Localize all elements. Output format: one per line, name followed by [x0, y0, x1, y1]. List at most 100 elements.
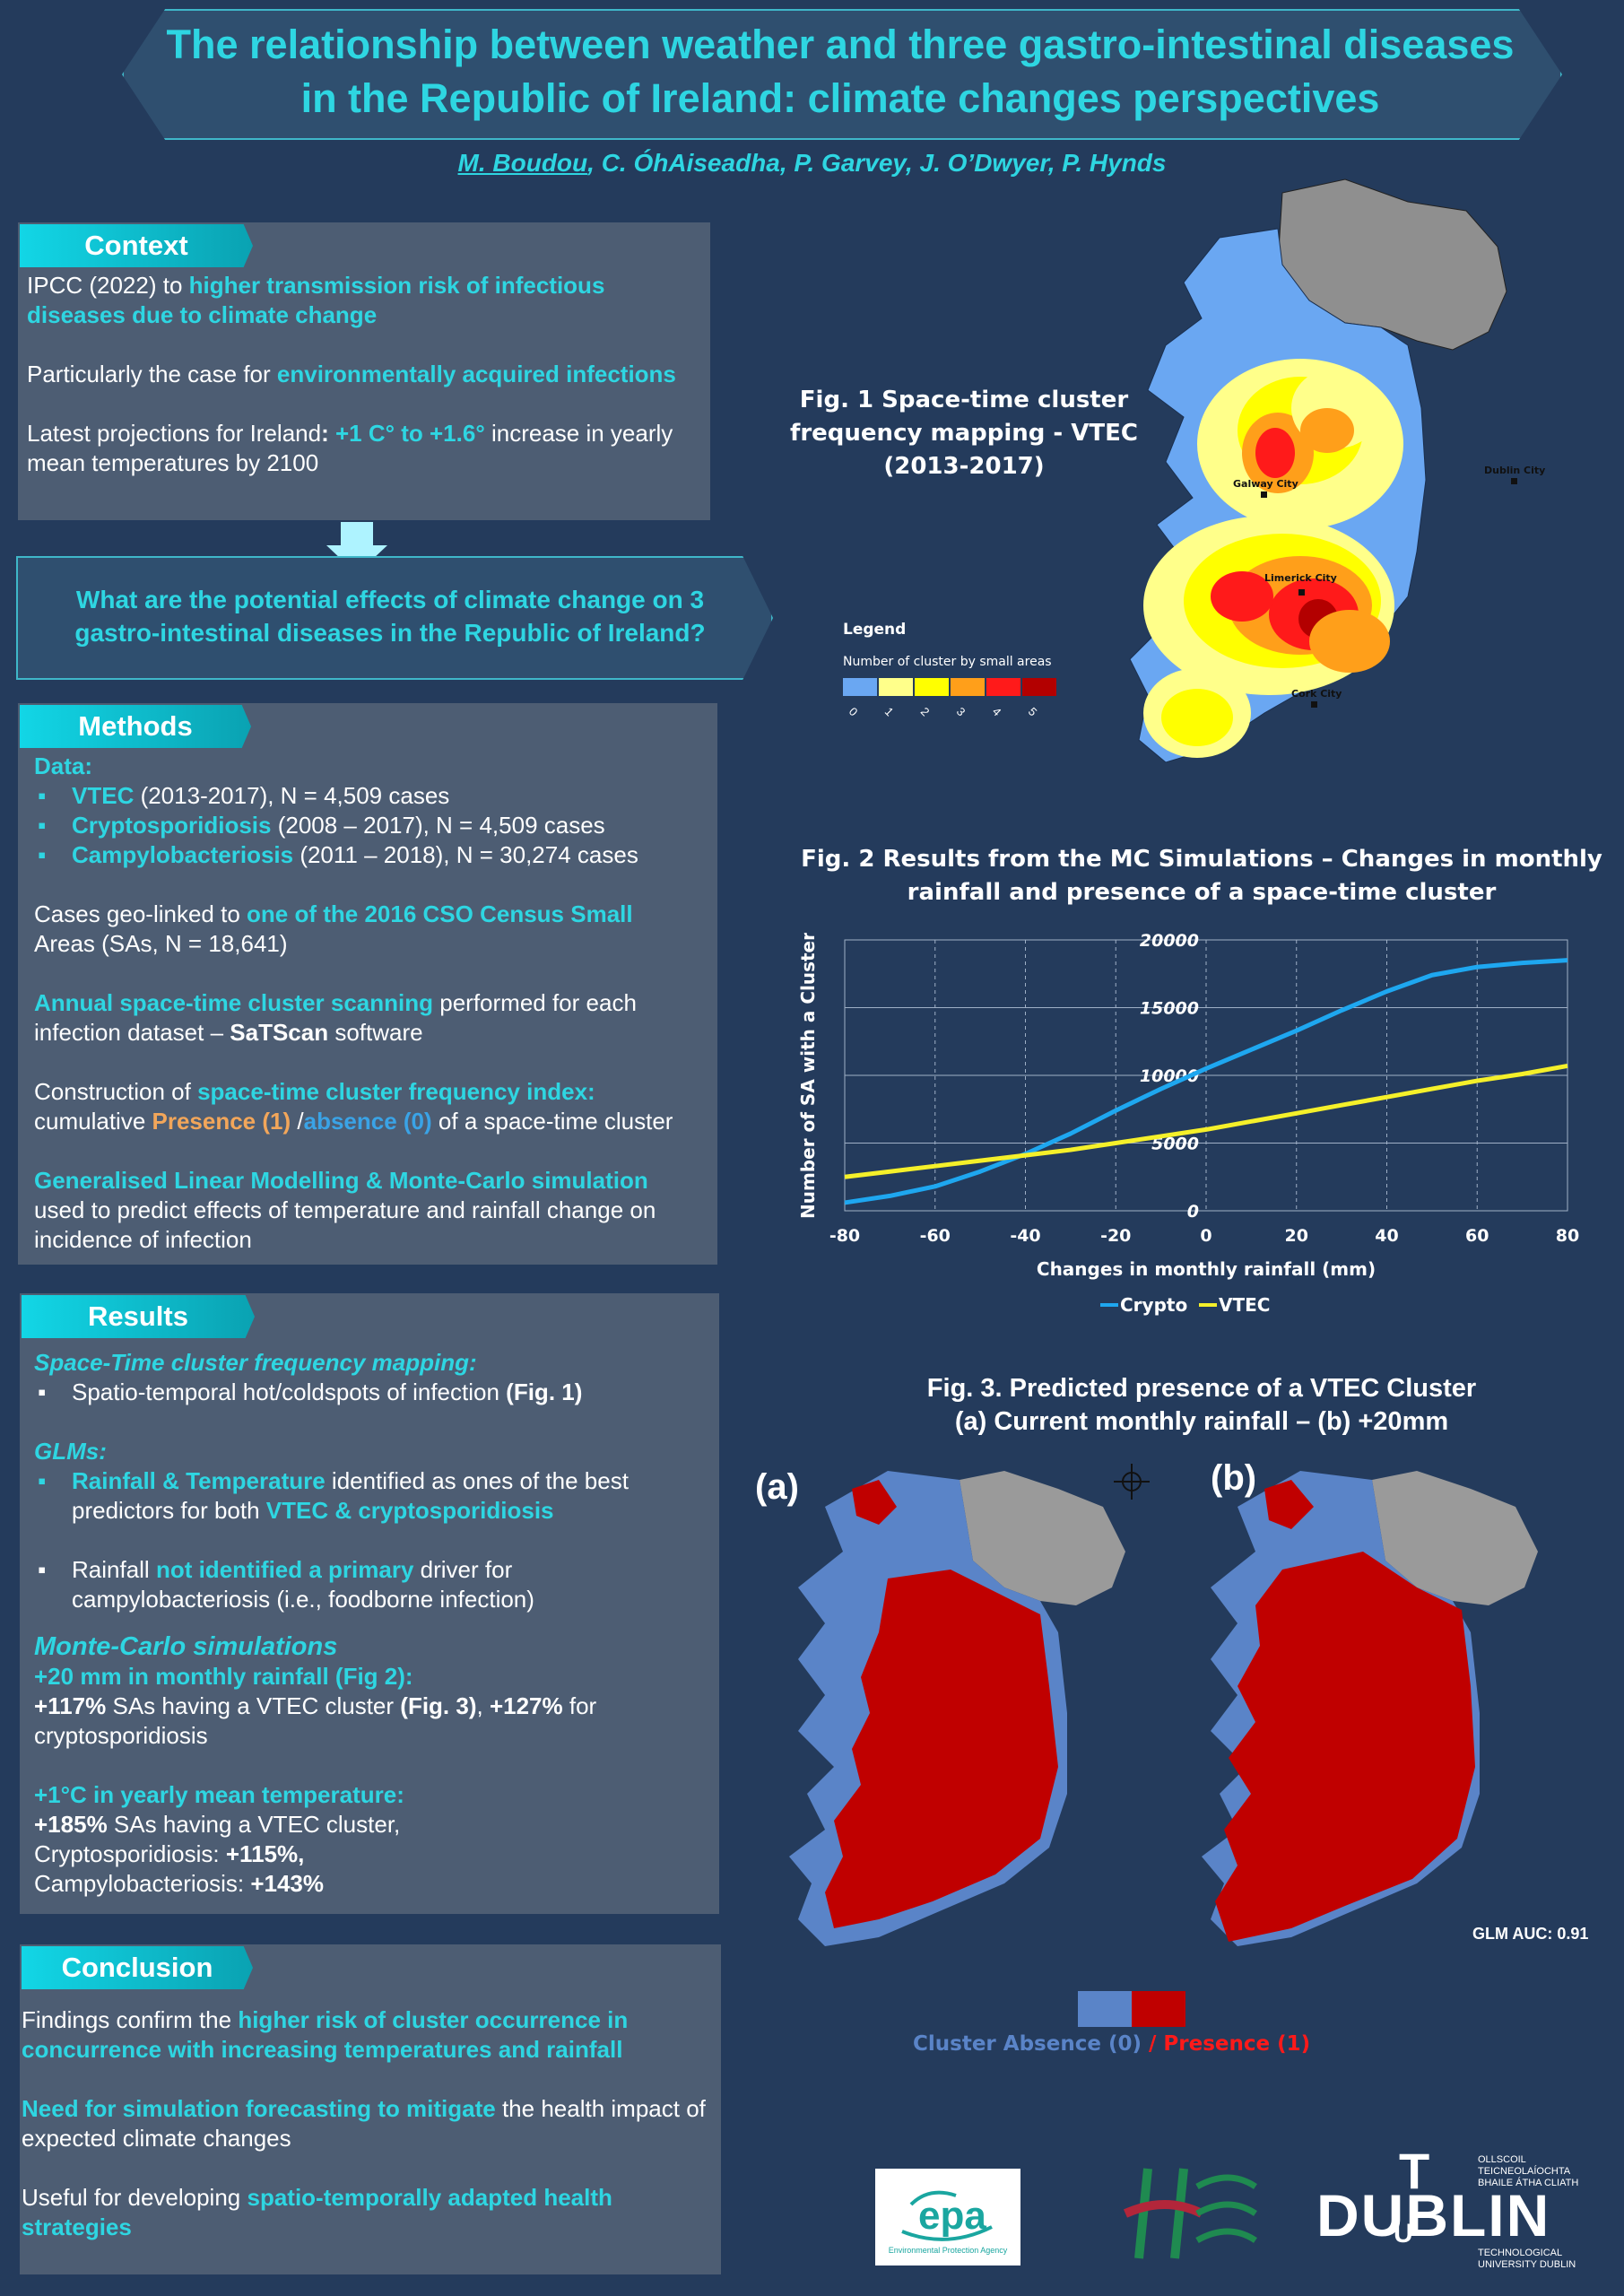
x-tick-label: -20 — [1100, 1226, 1131, 1246]
presence-swatch — [1132, 1991, 1185, 2027]
results-s2-title: GLMs: — [34, 1438, 107, 1465]
fig2-line-chart: 0 5000 10000 15000 20000 -80 -60 -40 -20 0 20 40 60 8… — [797, 933, 1579, 1316]
x-tick-label: 40 — [1375, 1226, 1398, 1246]
methods-para-3: Construction of space-time cluster frequ… — [34, 1078, 673, 1135]
y-tick-label: 5000 — [1151, 1135, 1199, 1154]
legend-value: 3 — [953, 704, 968, 719]
list-item: Rainfall & Temperature identified as one… — [34, 1466, 708, 1526]
context-para-1: IPCC (2022) to higher transmission risk … — [27, 272, 605, 328]
y-axis-label: Number of SA with a Cluster — [797, 933, 819, 1219]
results-s3-title: Monte-Carlo simulations — [34, 1632, 338, 1661]
x-tick-label: 20 — [1285, 1226, 1308, 1246]
tu-dublin-logo: OLLSCOIL TEICNEOLAÍOCHTA BHAILE ÁTHA CLIA… — [1316, 2143, 1579, 2270]
title-line-1: The relationship between weather and thr… — [166, 22, 1515, 67]
author-list: M. Boudou, C. ÓhAiseadha, P. Garvey, J. … — [0, 149, 1624, 178]
fig1-title: Fig. 1 Space-time cluster frequency mapp… — [790, 387, 1138, 480]
context-panel — [18, 222, 710, 520]
fig2-title: Fig. 2 Results from the MC Simulations –… — [801, 846, 1602, 906]
results-s4-line-1: +185% SAs having a VTEC cluster, — [34, 1811, 401, 1838]
poster-title: The relationship between weather and thr… — [135, 18, 1546, 126]
glm-auc-value: GLM AUC: 0.91 — [1472, 1925, 1589, 1943]
x-tick-label: 60 — [1465, 1226, 1489, 1246]
fig3-label-a: (a) — [755, 1467, 799, 1507]
list-item: Campylobacteriosis (2011 – 2018), N = 30… — [34, 840, 708, 870]
x-axis-label: Changes in monthly rainfall (mm) — [1037, 1258, 1376, 1280]
x-tick-label: -60 — [920, 1226, 951, 1246]
methods-para-4: Generalised Linear Modelling & Monte-Car… — [34, 1167, 656, 1253]
co-authors: , C. ÓhAiseadha, P. Garvey, J. O’Dwyer, … — [587, 149, 1167, 177]
legend-value: 0 — [846, 704, 861, 719]
conclusion-para-1: Findings confirm the higher risk of clus… — [22, 2006, 629, 2063]
y-tick-label: 0 — [1187, 1202, 1199, 1222]
context-text: IPCC (2022) to higher transmission risk … — [27, 271, 690, 478]
results-text: Space-Time cluster frequency mapping: Sp… — [34, 1348, 708, 1899]
list-item: Spatio-temporal hot/coldspots of infecti… — [34, 1378, 708, 1407]
question-banner — [16, 556, 773, 680]
legend-swatch — [843, 678, 877, 696]
list-item: VTEC (2013-2017), N = 4,509 cases — [34, 781, 708, 811]
methods-header: Methods — [20, 705, 251, 748]
x-tick-label: 80 — [1556, 1226, 1579, 1246]
y-tick-label: 20000 — [1140, 933, 1199, 951]
results-s4-subtitle: +1°C in yearly mean temperature: — [34, 1781, 404, 1808]
absence-swatch — [1078, 1991, 1132, 2027]
legend-swatch — [951, 678, 985, 696]
title-line-2: in the Republic of Ireland: climate chan… — [300, 75, 1380, 121]
context-para-2: Particularly the case for environmentall… — [27, 361, 676, 387]
legend-value: 1 — [881, 704, 897, 719]
methods-text: Data: VTEC (2013-2017), N = 4,509 cases … — [34, 752, 708, 1255]
conclusion-text: Findings confirm the higher risk of clus… — [22, 2005, 712, 2242]
epa-logo: epa Environmental Protection Agency — [875, 2169, 1020, 2266]
methods-para-1: Cases geo-linked to one of the 2016 CSO … — [34, 900, 633, 957]
methods-para-2: Annual space-time cluster scanning perfo… — [34, 989, 637, 1046]
legend-swatch — [915, 678, 949, 696]
compass-icon — [1114, 1464, 1150, 1500]
context-para-3: Latest projections for Ireland: +1 C° to… — [27, 420, 673, 476]
x-tick-label: -40 — [1010, 1226, 1040, 1246]
conclusion-para-2: Need for simulation forecasting to mitig… — [22, 2095, 706, 2152]
legend-swatch — [879, 678, 913, 696]
results-s4-line-3: Campylobacteriosis: +143% — [34, 1870, 324, 1897]
legend-value: 2 — [917, 704, 933, 719]
city-label-dublin: Dublin City — [1484, 465, 1545, 476]
results-s1-title: Space-Time cluster frequency mapping: — [34, 1349, 477, 1376]
epa-logo-mark — [901, 2190, 993, 2241]
fig3-map-current — [789, 1471, 1125, 1946]
city-label-limerick: Limerick City — [1264, 572, 1337, 584]
legend-value: 4 — [989, 704, 1004, 719]
series-line-crypto — [844, 958, 1568, 1205]
conclusion-header: Conclusion — [22, 1946, 253, 1989]
results-s3-line: +117% SAs having a VTEC cluster (Fig. 3)… — [34, 1692, 597, 1749]
results-s3-subtitle: +20 mm in monthly rainfall (Fig 2): — [34, 1663, 413, 1690]
conclusion-para-3: Useful for developing spatio-temporally … — [22, 2184, 612, 2240]
fig1-legend-subtitle: Number of cluster by small areas — [843, 655, 1052, 669]
series-line-vtec — [844, 1063, 1568, 1179]
legend-swatch — [1022, 678, 1056, 696]
y-tick-label: 10000 — [1140, 1066, 1199, 1086]
results-s4-line-2: Cryptosporidiosis: +115%, — [34, 1840, 305, 1867]
hse-logo — [1123, 2168, 1257, 2259]
methods-data-label: Data: — [34, 752, 93, 779]
list-item: Rainfall not identified a primary driver… — [34, 1555, 708, 1614]
title-banner — [122, 9, 1562, 140]
fig3-map-plus20 — [1202, 1471, 1538, 1946]
legend-swatch — [986, 678, 1020, 696]
conclusion-panel — [20, 1944, 721, 2274]
list-item: Cryptosporidiosis (2008 – 2017), N = 4,5… — [34, 811, 708, 840]
legend-value: 5 — [1025, 704, 1040, 719]
context-header: Context — [20, 224, 253, 267]
fig3-label-b: (b) — [1211, 1458, 1257, 1498]
x-tick-label: 0 — [1200, 1226, 1211, 1246]
city-label-galway: Galway City — [1233, 478, 1298, 490]
legend-label-crypto: Crypto — [1120, 1294, 1187, 1316]
fig3-title: Fig. 3. Predicted presence of a VTEC Clu… — [926, 1374, 1477, 1436]
first-author: M. Boudou — [457, 149, 588, 177]
research-question: What are the potential effects of climat… — [74, 586, 706, 647]
city-label-cork: Cork City — [1291, 688, 1342, 700]
legend-label-vtec: VTEC — [1219, 1294, 1270, 1316]
fig1-cluster-map: Galway City Dublin City Limerick City Co… — [1129, 178, 1545, 763]
y-tick-label: 15000 — [1140, 999, 1199, 1019]
fig1-legend-title: Legend — [843, 621, 907, 639]
methods-data-list: VTEC (2013-2017), N = 4,509 cases Crypto… — [34, 781, 708, 870]
x-tick-label: -80 — [829, 1226, 860, 1246]
